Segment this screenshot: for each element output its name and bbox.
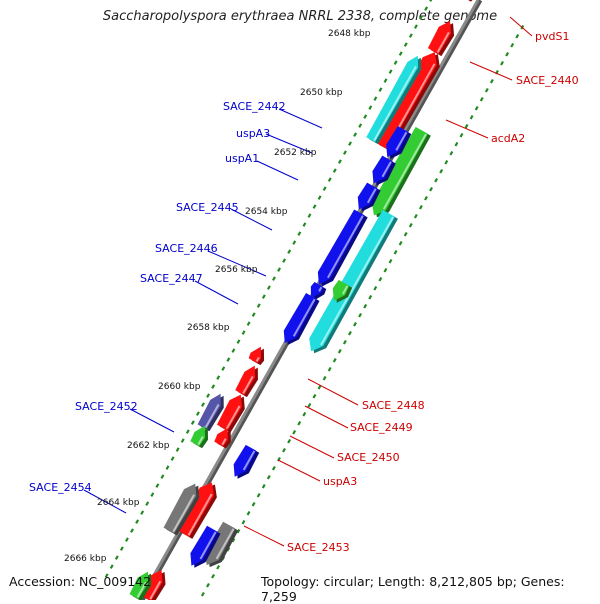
map-title: Saccharopolyspora erythraea NRRL 2338, c… xyxy=(102,9,498,24)
scale-tick-label: 2648 kbp xyxy=(328,29,371,39)
scale-tick-label: 2650 kbp xyxy=(300,88,343,98)
scale-tick-label: 2664 kbp xyxy=(97,498,140,508)
gene-label-left: SACE_2452 xyxy=(75,400,138,413)
leader-right xyxy=(243,525,285,547)
feature-gray-left xyxy=(204,521,239,568)
leader-left xyxy=(278,108,323,129)
feature-uspa3-right xyxy=(190,425,209,449)
gene-label-left: SACE_2442 xyxy=(223,100,286,113)
scale-tick-label: 2662 kbp xyxy=(127,441,170,451)
gene-label-right: SACE_2453 xyxy=(287,541,350,554)
labels: pvdS1 SACE_2440 acdA2 SACE_2448 SACE_2449 SAC… xyxy=(29,29,579,564)
feature-sace-2448 xyxy=(248,346,265,366)
leader-right xyxy=(445,119,489,139)
feature-sace-2450 xyxy=(197,393,224,432)
feature-red-e xyxy=(177,482,217,539)
feature-blocks xyxy=(129,0,473,600)
feature-sace-2453 xyxy=(163,483,200,536)
gene-label-left: uspA1 xyxy=(225,152,259,165)
gene-label-left: uspA3 xyxy=(236,127,270,140)
leader-left xyxy=(265,133,313,154)
accession-text: Accession: NC_009142 xyxy=(9,574,152,589)
feature-sace-2449 xyxy=(216,394,245,433)
feature-pvds1 xyxy=(468,0,473,2)
feature-acda2 xyxy=(366,55,422,145)
feature-sace-2442 xyxy=(371,126,431,218)
leader-left xyxy=(207,250,267,277)
leader-right xyxy=(469,61,513,81)
scale-tick-label: 2658 kbp xyxy=(187,323,230,333)
gene-label-left: SACE_2447 xyxy=(140,272,203,285)
feature-red-d xyxy=(214,428,231,449)
scale-tick-label: 2660 kbp xyxy=(158,382,201,392)
leader-right xyxy=(509,16,533,37)
scale-tick-label: 2656 kbp xyxy=(215,265,258,275)
feature-blue-a xyxy=(357,182,381,212)
feature-sace-2447 xyxy=(310,282,327,301)
leader-left xyxy=(129,408,175,433)
feature-blue-b xyxy=(283,293,320,345)
gene-label-right: SACE_2450 xyxy=(337,451,400,464)
scale-tick-label: 2652 kbp xyxy=(274,148,317,158)
gene-label-right: uspA3 xyxy=(323,475,357,488)
leader-right xyxy=(289,435,335,459)
leader-left xyxy=(194,280,239,305)
feature-sace-2445 xyxy=(309,209,398,354)
feature-sace-2452 xyxy=(233,444,260,479)
feature-uspa1 xyxy=(372,155,396,186)
feature-sace-2446 xyxy=(317,209,368,287)
gene-label-right: SACE_2449 xyxy=(350,421,413,434)
feature-uspa3-left xyxy=(386,126,412,160)
outer-tick-track xyxy=(104,0,433,578)
feature-red-c xyxy=(235,365,258,398)
gene-label-right: pvdS1 xyxy=(535,30,569,43)
gene-label-right: SACE_2440 xyxy=(516,74,579,87)
label-leader-lines xyxy=(83,16,533,547)
feature-sace-2440-small xyxy=(427,21,455,57)
scale-tick-label: 2666 kbp xyxy=(64,554,107,564)
leader-right xyxy=(307,378,359,406)
gene-label-right: acdA2 xyxy=(491,132,525,145)
gene-label-left: SACE_2446 xyxy=(155,242,218,255)
gene-label-left: SACE_2454 xyxy=(29,481,92,494)
feature-sace-2454 xyxy=(190,525,221,568)
gene-label-right: SACE_2448 xyxy=(362,399,425,412)
leader-right xyxy=(304,405,349,429)
leader-left xyxy=(83,489,127,514)
leader-left xyxy=(256,160,299,181)
leader-right xyxy=(277,459,321,482)
leader-left xyxy=(230,208,273,231)
gene-label-left: SACE_2445 xyxy=(176,201,239,214)
feature-green-bottom xyxy=(129,571,152,600)
feature-green-mid xyxy=(332,279,353,303)
scale-tick-label: 2654 kbp xyxy=(245,207,288,217)
